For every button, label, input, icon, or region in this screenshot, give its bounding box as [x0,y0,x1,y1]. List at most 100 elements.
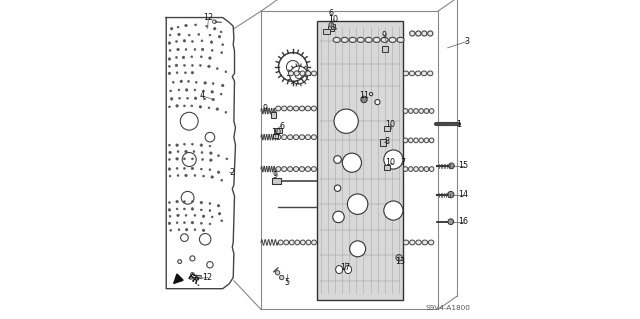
Circle shape [211,176,214,178]
Circle shape [185,174,188,177]
Circle shape [212,98,214,101]
Text: 9: 9 [381,31,387,40]
Ellipse shape [413,108,419,114]
Circle shape [194,229,196,231]
Text: 10: 10 [385,120,395,129]
Ellipse shape [287,135,292,140]
Bar [328,26,334,31]
Ellipse shape [365,37,372,42]
Circle shape [211,41,213,43]
Ellipse shape [295,240,300,245]
Circle shape [169,175,171,177]
Ellipse shape [403,71,408,76]
Ellipse shape [294,135,299,140]
Ellipse shape [429,108,434,114]
Circle shape [176,72,178,74]
Circle shape [334,185,340,191]
Circle shape [175,41,177,42]
Circle shape [329,23,333,27]
Circle shape [209,210,211,211]
Ellipse shape [403,240,409,245]
Circle shape [218,212,221,215]
Circle shape [212,83,214,85]
Circle shape [221,220,223,222]
Circle shape [188,80,189,82]
Circle shape [349,241,365,257]
Circle shape [191,158,193,160]
Text: 8: 8 [385,137,390,146]
Ellipse shape [300,106,305,111]
Ellipse shape [408,167,413,172]
Circle shape [369,93,372,96]
Ellipse shape [305,106,310,111]
Circle shape [191,64,193,66]
Text: 5: 5 [284,278,289,287]
Text: 14: 14 [458,190,468,199]
Circle shape [179,97,180,99]
Text: 4: 4 [200,91,204,100]
Circle shape [178,229,180,231]
Ellipse shape [403,167,408,172]
Ellipse shape [300,167,305,172]
Circle shape [191,71,194,74]
Circle shape [202,48,204,51]
Circle shape [198,33,200,35]
Circle shape [168,202,170,204]
Circle shape [193,151,195,152]
Text: 16: 16 [458,217,468,226]
Circle shape [191,201,193,203]
Circle shape [178,33,180,36]
Ellipse shape [287,167,292,172]
Ellipse shape [289,240,294,245]
Circle shape [218,171,220,174]
Circle shape [203,90,205,92]
Text: 9: 9 [262,104,268,113]
Circle shape [175,56,177,58]
Ellipse shape [428,71,433,76]
Ellipse shape [344,265,351,273]
Circle shape [168,65,170,67]
Ellipse shape [284,240,289,245]
Circle shape [194,174,196,176]
Circle shape [185,24,188,27]
Ellipse shape [276,167,281,172]
Circle shape [396,255,403,261]
Circle shape [209,203,211,204]
Circle shape [275,271,280,275]
Circle shape [280,275,284,280]
Bar [272,178,281,184]
Circle shape [186,228,188,231]
Circle shape [195,24,196,26]
Circle shape [169,215,171,217]
Circle shape [169,151,172,154]
Circle shape [199,106,202,108]
Circle shape [200,144,203,146]
Ellipse shape [305,135,310,140]
Bar [317,21,403,300]
Ellipse shape [306,240,311,245]
Bar [275,128,282,133]
Circle shape [182,152,196,167]
Circle shape [185,48,187,50]
Circle shape [209,223,211,225]
Circle shape [449,163,454,169]
Circle shape [177,151,179,152]
Ellipse shape [403,138,408,143]
Bar [273,134,278,138]
Circle shape [200,56,202,58]
Circle shape [202,215,205,218]
Text: 12: 12 [203,273,212,282]
Ellipse shape [276,135,281,140]
Ellipse shape [278,240,283,245]
Circle shape [168,159,170,160]
Circle shape [207,262,213,268]
Circle shape [200,168,202,170]
Circle shape [184,64,186,66]
Circle shape [168,42,171,44]
Circle shape [183,40,186,42]
Ellipse shape [289,71,294,76]
Ellipse shape [413,138,419,143]
Circle shape [211,91,214,93]
Ellipse shape [415,31,421,36]
Circle shape [216,108,218,110]
